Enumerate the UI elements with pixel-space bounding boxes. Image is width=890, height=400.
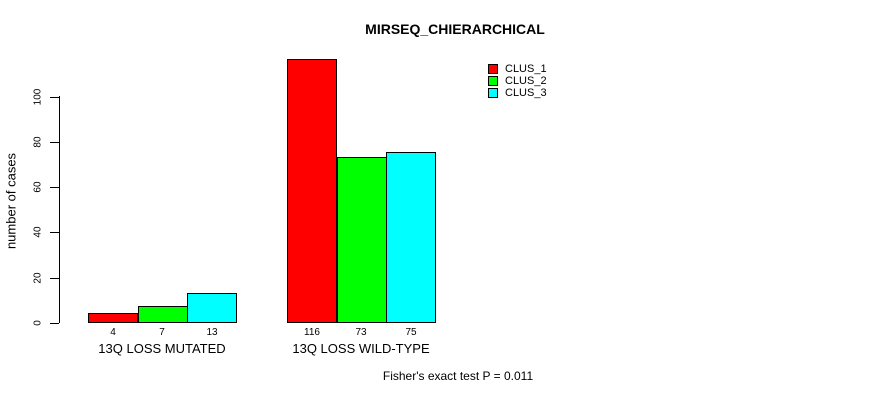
bar-value-label: 7 [159, 327, 165, 338]
bar-clus_3 [386, 152, 436, 323]
legend-swatch-clus_2 [488, 76, 498, 86]
bar-clus_2 [138, 306, 188, 323]
y-axis-title: number of cases [3, 152, 19, 250]
bar-clus_2 [337, 157, 387, 323]
bar-clus_1 [287, 59, 337, 323]
y-tick-mark [50, 323, 59, 324]
bar-clus_1 [88, 313, 138, 323]
fisher-test-annotation: Fisher's exact test P = 0.011 [382, 369, 534, 383]
legend-swatch-clus_1 [488, 64, 498, 74]
bar-value-label: 116 [304, 327, 320, 338]
y-tick-mark [50, 142, 59, 143]
y-tick-label: 0 [32, 320, 44, 326]
legend-item: CLUS_3 [488, 87, 547, 99]
bar-value-label: 73 [355, 327, 367, 338]
bar-value-label: 75 [405, 327, 417, 338]
y-tick-label: 100 [32, 88, 44, 106]
bar-value-label: 13 [206, 327, 218, 338]
y-tick-label: 60 [32, 181, 44, 193]
y-tick-mark [50, 187, 59, 188]
legend: CLUS_1 CLUS_2 CLUS_3 [488, 64, 547, 100]
legend-item: CLUS_1 [488, 63, 547, 75]
legend-label: CLUS_1 [505, 63, 547, 75]
y-axis-line [59, 96, 60, 323]
y-tick-label: 20 [32, 272, 44, 284]
y-tick-mark [50, 97, 59, 98]
y-tick-mark [50, 278, 59, 279]
x-category-label: 13Q LOSS MUTATED [98, 341, 226, 356]
legend-swatch-clus_3 [488, 88, 498, 98]
legend-label: CLUS_3 [505, 87, 547, 99]
legend-label: CLUS_2 [505, 75, 547, 87]
bar-value-label: 4 [110, 327, 116, 338]
x-category-label: 13Q LOSS WILD-TYPE [292, 341, 430, 356]
y-tick-label: 40 [32, 226, 44, 238]
bar-clus_3 [187, 293, 237, 323]
y-tick-mark [50, 232, 59, 233]
chart-title: MIRSEQ_CHIERARCHICAL [365, 21, 545, 37]
legend-item: CLUS_2 [488, 75, 547, 87]
y-tick-label: 80 [32, 136, 44, 148]
